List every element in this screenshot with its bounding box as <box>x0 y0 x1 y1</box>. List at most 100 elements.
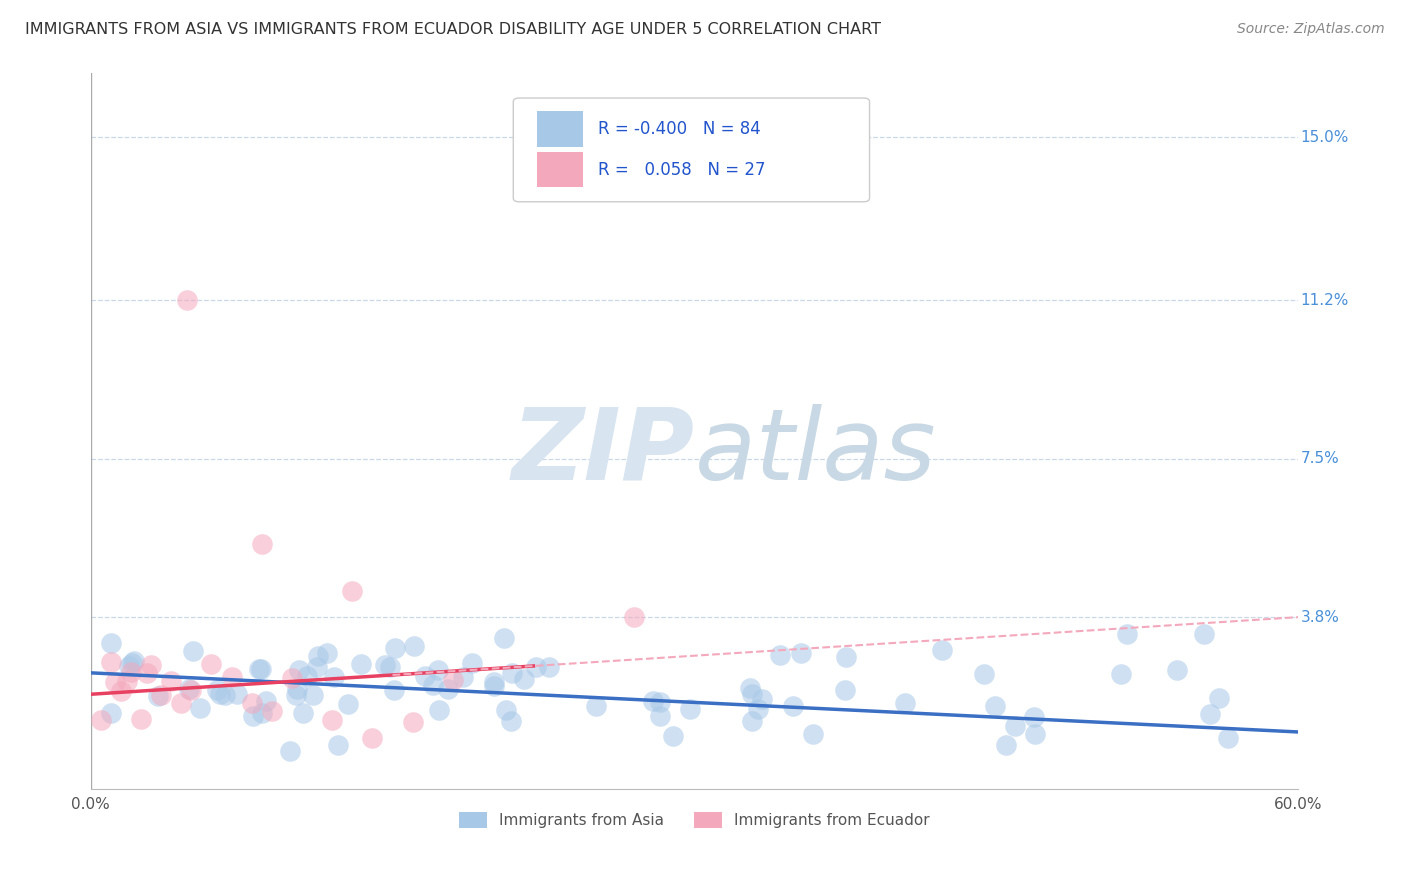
Point <box>751 691 773 706</box>
Point <box>254 693 277 707</box>
Point <box>623 610 645 624</box>
Point <box>205 683 228 698</box>
Point <box>176 293 198 307</box>
Point <box>648 695 671 709</box>
Point <box>120 665 142 680</box>
Point <box>769 648 792 662</box>
Point <box>337 697 360 711</box>
Point <box>835 650 858 665</box>
Point <box>240 697 263 711</box>
Point <box>1024 727 1046 741</box>
Point <box>499 714 522 728</box>
Point <box>747 702 769 716</box>
Point <box>738 681 761 696</box>
Point <box>136 665 159 680</box>
Point <box>1004 719 1026 733</box>
Point <box>90 713 112 727</box>
Point <box>1109 667 1132 681</box>
Point <box>209 687 232 701</box>
FancyBboxPatch shape <box>513 98 869 202</box>
Point <box>100 656 122 670</box>
Point <box>307 649 329 664</box>
Point <box>115 674 138 689</box>
Point <box>401 714 423 729</box>
Text: 7.5%: 7.5% <box>1301 451 1340 467</box>
Point <box>641 694 664 708</box>
Point <box>316 647 339 661</box>
Text: Source: ZipAtlas.com: Source: ZipAtlas.com <box>1237 22 1385 37</box>
Text: ZIP: ZIP <box>512 404 695 500</box>
Point <box>285 689 308 703</box>
Point <box>118 659 141 673</box>
FancyBboxPatch shape <box>537 152 583 187</box>
Point <box>437 682 460 697</box>
Text: IMMIGRANTS FROM ASIA VS IMMIGRANTS FROM ECUADOR DISABILITY AGE UNDER 5 CORRELATI: IMMIGRANTS FROM ASIA VS IMMIGRANTS FROM … <box>25 22 882 37</box>
Point <box>292 706 315 720</box>
Point <box>104 674 127 689</box>
Point <box>100 706 122 721</box>
Point <box>285 682 308 697</box>
Point <box>288 663 311 677</box>
Point <box>221 670 243 684</box>
Point <box>214 688 236 702</box>
Point <box>121 656 143 670</box>
Point <box>361 731 384 746</box>
Point <box>321 714 343 728</box>
Point <box>513 672 536 686</box>
Point <box>427 663 450 677</box>
Point <box>585 698 607 713</box>
Point <box>382 683 405 698</box>
Legend: Immigrants from Asia, Immigrants from Ecuador: Immigrants from Asia, Immigrants from Ec… <box>453 806 936 835</box>
Point <box>110 683 132 698</box>
Point <box>181 644 204 658</box>
Point <box>453 670 475 684</box>
Point <box>1115 627 1137 641</box>
Point <box>1192 627 1215 641</box>
Text: atlas: atlas <box>695 404 936 500</box>
Point <box>225 687 247 701</box>
Point <box>180 683 202 698</box>
Point <box>484 675 506 690</box>
Point <box>250 706 273 720</box>
Text: 11.2%: 11.2% <box>1301 293 1348 308</box>
Point <box>662 730 685 744</box>
Point <box>139 658 162 673</box>
Point <box>170 696 193 710</box>
Point <box>1166 663 1188 677</box>
Point <box>380 660 402 674</box>
Point <box>297 668 319 682</box>
Point <box>129 712 152 726</box>
Point <box>834 683 856 698</box>
Point <box>1208 691 1230 706</box>
Point <box>150 688 173 702</box>
Point <box>302 688 325 702</box>
Point <box>322 670 344 684</box>
Point <box>1199 706 1222 721</box>
Point <box>427 703 450 717</box>
Point <box>305 659 328 673</box>
Point <box>441 673 464 687</box>
Text: 15.0%: 15.0% <box>1301 129 1348 145</box>
FancyBboxPatch shape <box>537 111 583 146</box>
Point <box>349 657 371 671</box>
Point <box>501 666 523 681</box>
Point <box>482 679 505 693</box>
Point <box>984 699 1007 714</box>
Point <box>461 656 484 670</box>
Point <box>492 632 515 646</box>
Point <box>250 662 273 676</box>
Point <box>402 639 425 653</box>
Point <box>242 709 264 723</box>
Point <box>260 704 283 718</box>
Point <box>384 640 406 655</box>
Point <box>100 636 122 650</box>
Text: R =   0.058   N = 27: R = 0.058 N = 27 <box>598 161 765 178</box>
Point <box>894 696 917 710</box>
Point <box>415 669 437 683</box>
Point <box>495 703 517 717</box>
Text: 3.8%: 3.8% <box>1301 609 1340 624</box>
Point <box>741 714 763 729</box>
Point <box>422 678 444 692</box>
Point <box>782 699 804 714</box>
Point <box>200 657 222 671</box>
